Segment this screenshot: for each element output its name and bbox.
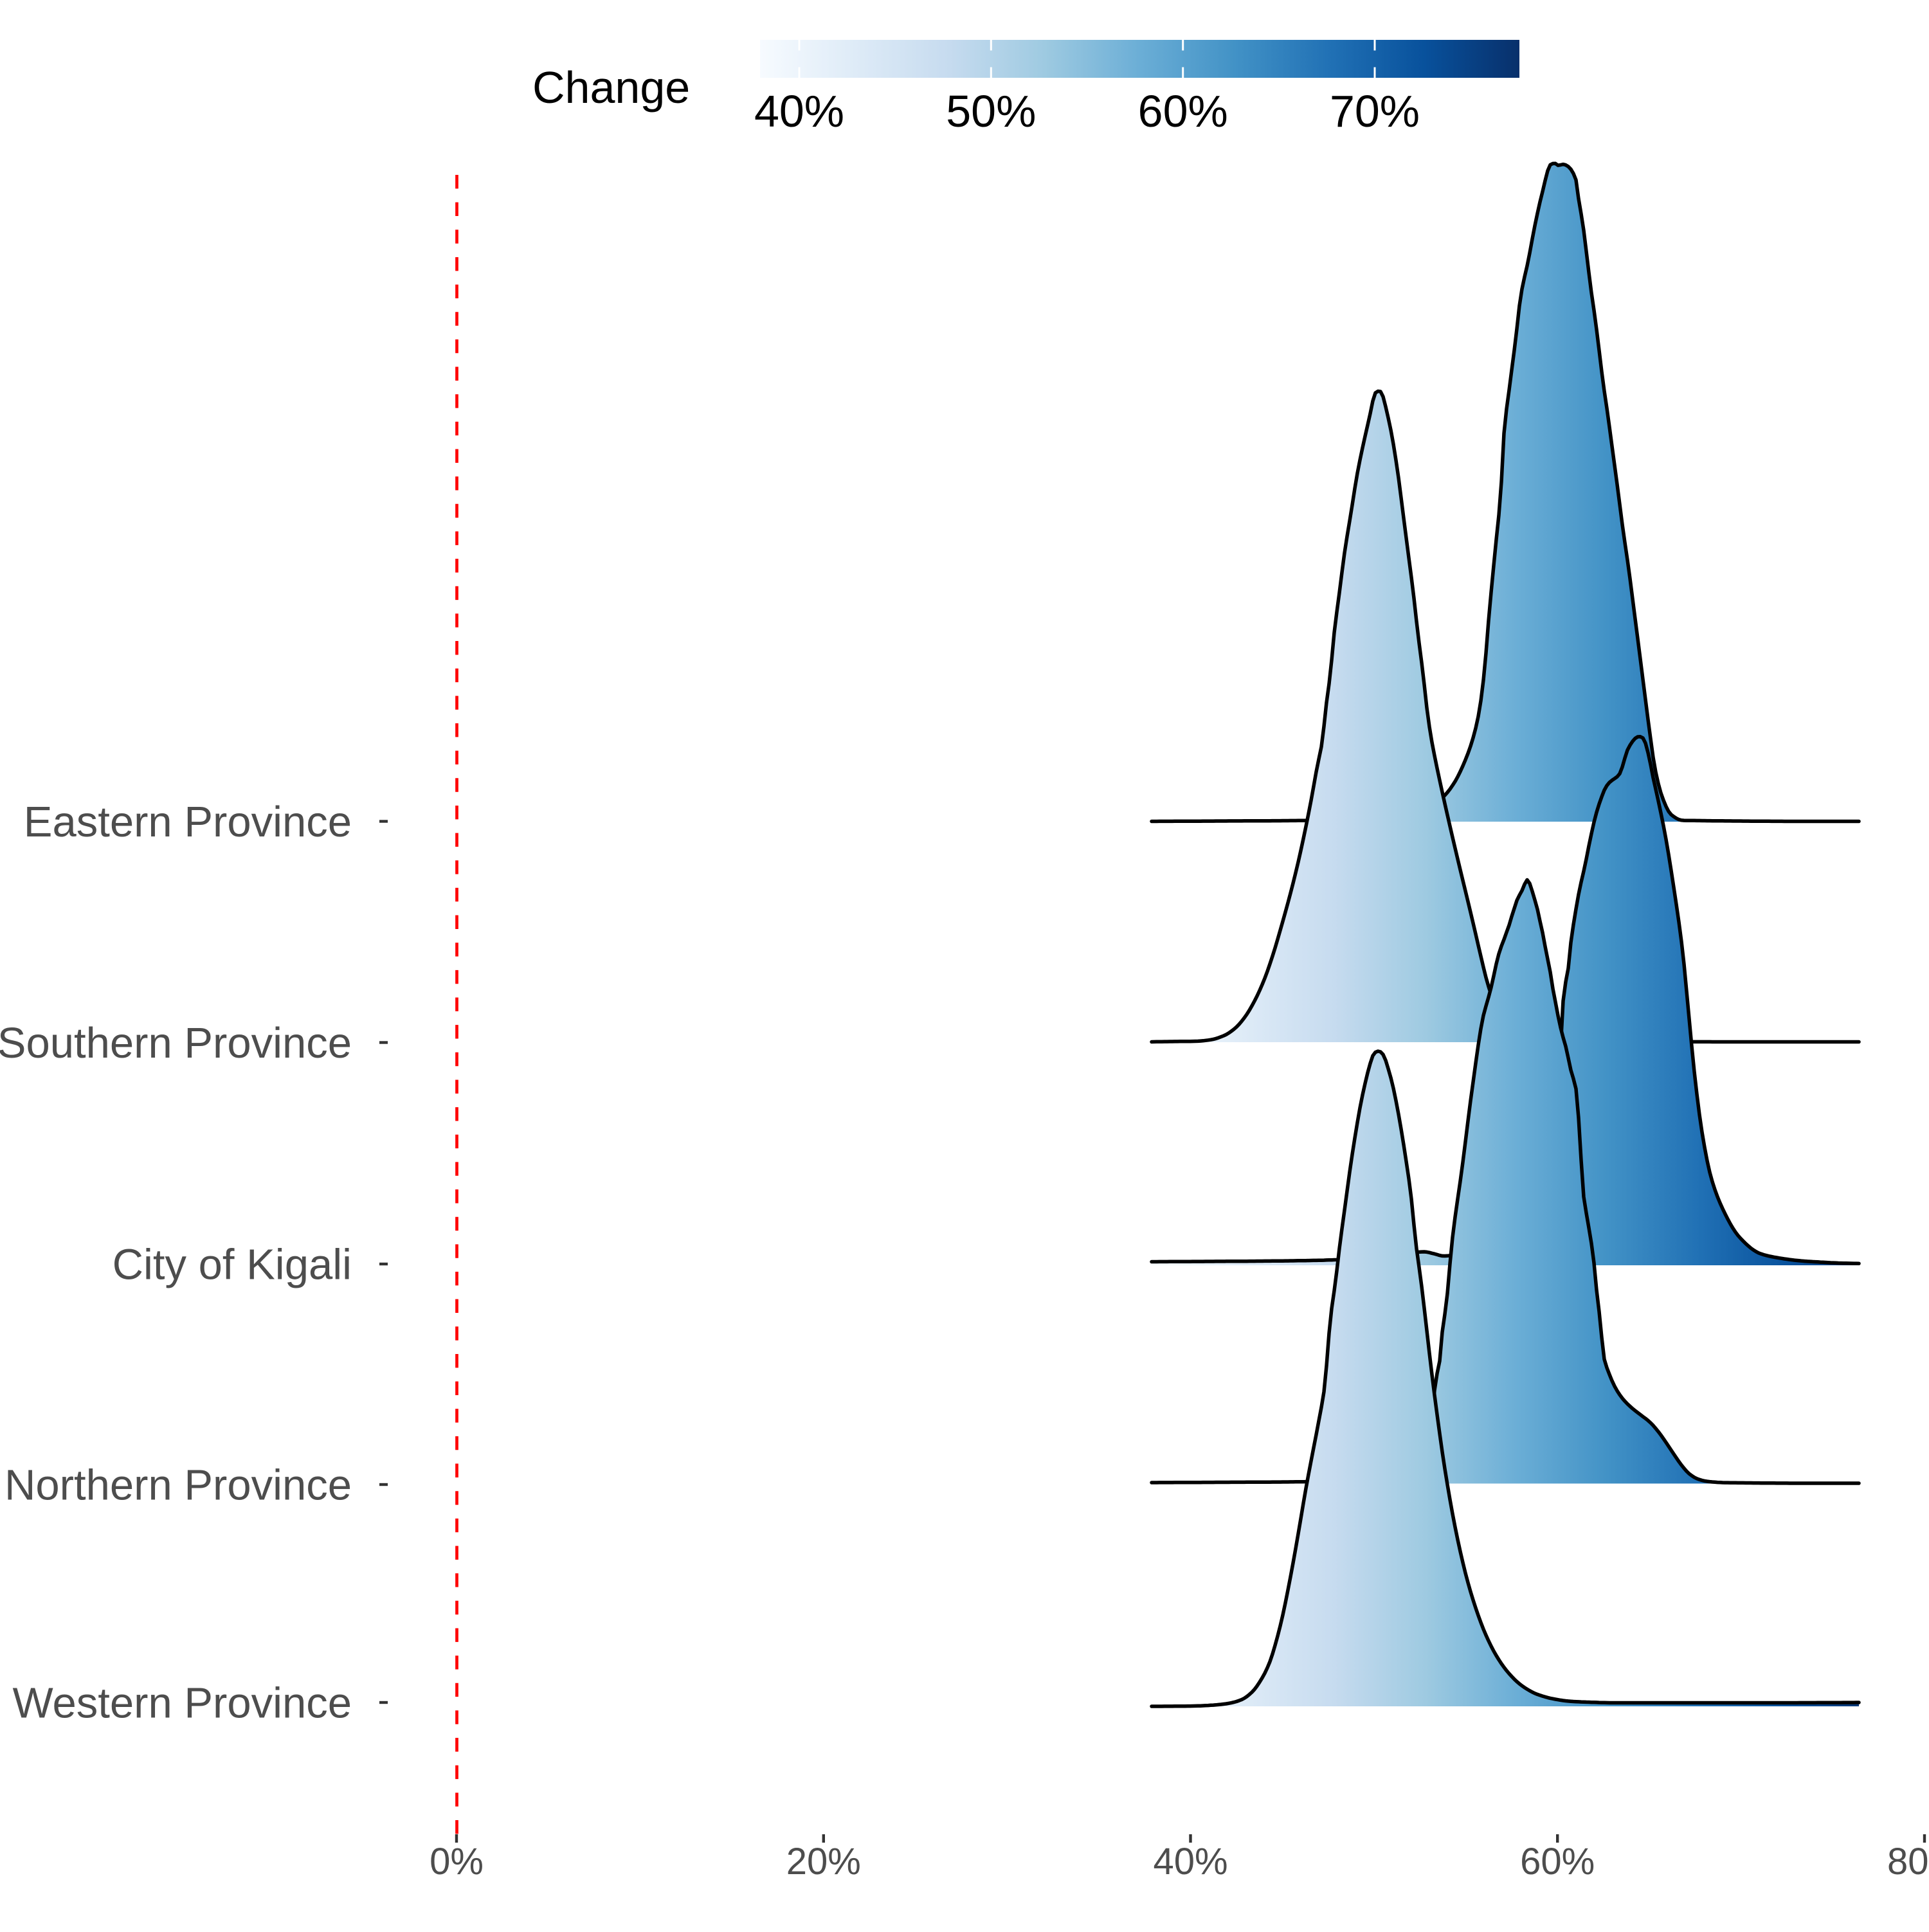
svg-text:Change: Change [532, 62, 690, 113]
svg-text:40%: 40% [754, 86, 844, 136]
svg-text:Northern Province: Northern Province [5, 1461, 352, 1510]
svg-text:50%: 50% [946, 86, 1036, 136]
svg-text:40%: 40% [1153, 1841, 1227, 1882]
svg-text:60%: 60% [1520, 1841, 1595, 1882]
svg-text:Southern Province: Southern Province [0, 1019, 352, 1067]
svg-text:20%: 20% [786, 1841, 861, 1882]
svg-text:70%: 70% [1330, 86, 1420, 136]
svg-text:0%: 0% [430, 1841, 484, 1882]
svg-text:Eastern Province: Eastern Province [24, 798, 352, 846]
svg-text:Western Province: Western Province [12, 1679, 352, 1728]
svg-text:60%: 60% [1138, 86, 1228, 136]
svg-text:City of Kigali: City of Kigali [113, 1241, 352, 1289]
svg-text:80%: 80% [1887, 1841, 1929, 1882]
